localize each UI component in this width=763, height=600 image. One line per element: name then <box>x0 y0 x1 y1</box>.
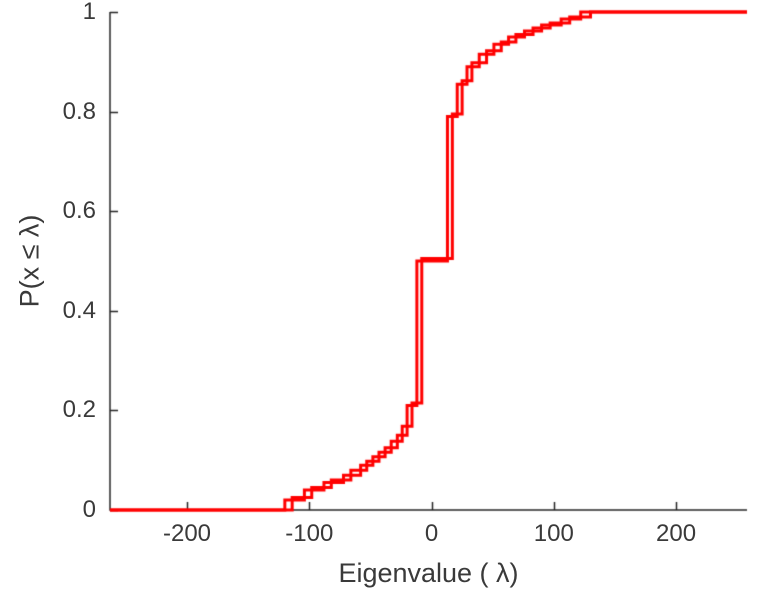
x-tick-label: -100 <box>285 520 334 547</box>
y-tick-label: 0 <box>82 496 96 523</box>
y-axis-label: P(x ≤ λ) <box>14 214 45 308</box>
x-axis-label: Eigenvalue ( λ) <box>338 558 519 588</box>
y-tick-label: 1 <box>82 0 96 25</box>
x-tick-label: 200 <box>656 520 697 547</box>
x-tick-label: 100 <box>533 520 574 547</box>
y-tick-label: 0.6 <box>62 197 96 225</box>
x-tick-label: 0 <box>424 520 439 547</box>
y-tick-label: 0.4 <box>62 296 96 324</box>
y-tick-label: 0.8 <box>62 97 96 125</box>
x-tick-label: -200 <box>162 520 212 547</box>
y-tick-label: 0.2 <box>62 396 96 424</box>
